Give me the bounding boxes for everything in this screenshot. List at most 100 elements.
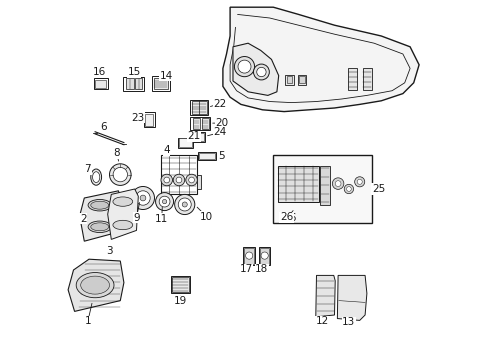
Ellipse shape bbox=[88, 221, 111, 233]
Circle shape bbox=[136, 191, 150, 205]
Circle shape bbox=[185, 174, 197, 186]
Bar bbox=[258, 247, 270, 265]
Circle shape bbox=[163, 177, 169, 183]
Bar bbox=[94, 78, 107, 89]
Circle shape bbox=[188, 177, 194, 183]
Ellipse shape bbox=[92, 172, 100, 183]
Bar bbox=[126, 78, 133, 89]
Circle shape bbox=[346, 186, 350, 192]
Bar bbox=[171, 277, 189, 292]
Circle shape bbox=[131, 186, 154, 210]
Bar bbox=[320, 166, 329, 205]
Bar bbox=[243, 247, 254, 265]
Circle shape bbox=[162, 199, 166, 204]
Text: 4: 4 bbox=[163, 145, 169, 156]
Text: 13: 13 bbox=[342, 317, 355, 327]
Ellipse shape bbox=[91, 223, 108, 231]
Text: 8: 8 bbox=[113, 148, 120, 158]
Text: 19: 19 bbox=[173, 296, 186, 306]
Bar bbox=[297, 75, 306, 85]
Bar bbox=[95, 80, 106, 88]
Circle shape bbox=[332, 178, 343, 189]
Circle shape bbox=[155, 193, 173, 211]
Circle shape bbox=[234, 57, 254, 77]
Circle shape bbox=[113, 167, 127, 182]
Circle shape bbox=[182, 202, 187, 207]
Text: 22: 22 bbox=[213, 99, 226, 109]
Circle shape bbox=[140, 195, 145, 201]
Text: 1: 1 bbox=[84, 316, 91, 326]
Circle shape bbox=[161, 174, 172, 186]
Ellipse shape bbox=[88, 199, 111, 211]
Bar bbox=[299, 76, 305, 83]
Text: 26: 26 bbox=[280, 212, 293, 222]
Text: 11: 11 bbox=[155, 213, 168, 224]
Circle shape bbox=[159, 196, 170, 207]
Bar bbox=[193, 133, 203, 141]
Bar bbox=[123, 77, 144, 91]
Text: 20: 20 bbox=[215, 118, 228, 128]
Bar bbox=[191, 101, 206, 114]
Circle shape bbox=[256, 67, 265, 77]
Bar bbox=[277, 166, 318, 202]
Text: 23: 23 bbox=[131, 113, 144, 123]
Text: 21: 21 bbox=[187, 131, 200, 141]
Ellipse shape bbox=[113, 197, 132, 206]
Circle shape bbox=[261, 252, 268, 259]
Bar bbox=[178, 138, 192, 147]
Bar bbox=[143, 112, 154, 127]
Polygon shape bbox=[315, 275, 335, 317]
Ellipse shape bbox=[81, 276, 109, 294]
Text: 14: 14 bbox=[159, 71, 172, 81]
Text: 9: 9 bbox=[133, 213, 140, 223]
Circle shape bbox=[253, 64, 269, 80]
Text: 6: 6 bbox=[100, 122, 106, 132]
Bar bbox=[135, 78, 142, 89]
Circle shape bbox=[356, 179, 362, 184]
Bar bbox=[153, 78, 168, 89]
Text: 18: 18 bbox=[255, 264, 268, 274]
Text: 17: 17 bbox=[239, 264, 252, 274]
Ellipse shape bbox=[113, 220, 132, 230]
Circle shape bbox=[176, 177, 182, 183]
Polygon shape bbox=[223, 7, 418, 112]
Text: 2: 2 bbox=[80, 213, 86, 224]
Text: 5: 5 bbox=[217, 150, 224, 161]
Polygon shape bbox=[68, 259, 123, 311]
Bar bbox=[199, 153, 215, 159]
Bar bbox=[161, 155, 197, 194]
Circle shape bbox=[238, 60, 250, 73]
Bar bbox=[170, 276, 190, 293]
Bar bbox=[273, 155, 371, 223]
Text: 3: 3 bbox=[105, 246, 112, 256]
Polygon shape bbox=[80, 191, 121, 241]
Bar bbox=[202, 118, 208, 129]
Bar bbox=[193, 118, 200, 129]
Bar bbox=[244, 248, 253, 264]
Polygon shape bbox=[107, 189, 138, 239]
Bar bbox=[362, 68, 371, 90]
Text: 16: 16 bbox=[93, 67, 106, 77]
Ellipse shape bbox=[91, 169, 102, 185]
Circle shape bbox=[178, 198, 191, 211]
Text: 25: 25 bbox=[371, 184, 384, 194]
Circle shape bbox=[109, 164, 131, 185]
Circle shape bbox=[335, 181, 340, 186]
Bar bbox=[347, 68, 356, 90]
Bar bbox=[190, 100, 207, 115]
Text: 10: 10 bbox=[200, 212, 213, 222]
Circle shape bbox=[173, 174, 184, 186]
Circle shape bbox=[245, 252, 252, 259]
Text: 24: 24 bbox=[213, 127, 226, 138]
Polygon shape bbox=[337, 275, 366, 320]
Text: 26: 26 bbox=[284, 213, 296, 223]
Bar bbox=[152, 76, 169, 91]
Text: 15: 15 bbox=[127, 67, 141, 77]
Bar bbox=[260, 248, 269, 264]
Bar bbox=[286, 76, 292, 83]
Ellipse shape bbox=[76, 273, 114, 298]
Bar bbox=[192, 132, 204, 142]
Bar bbox=[285, 75, 293, 85]
Bar bbox=[197, 175, 200, 189]
Polygon shape bbox=[232, 43, 278, 95]
